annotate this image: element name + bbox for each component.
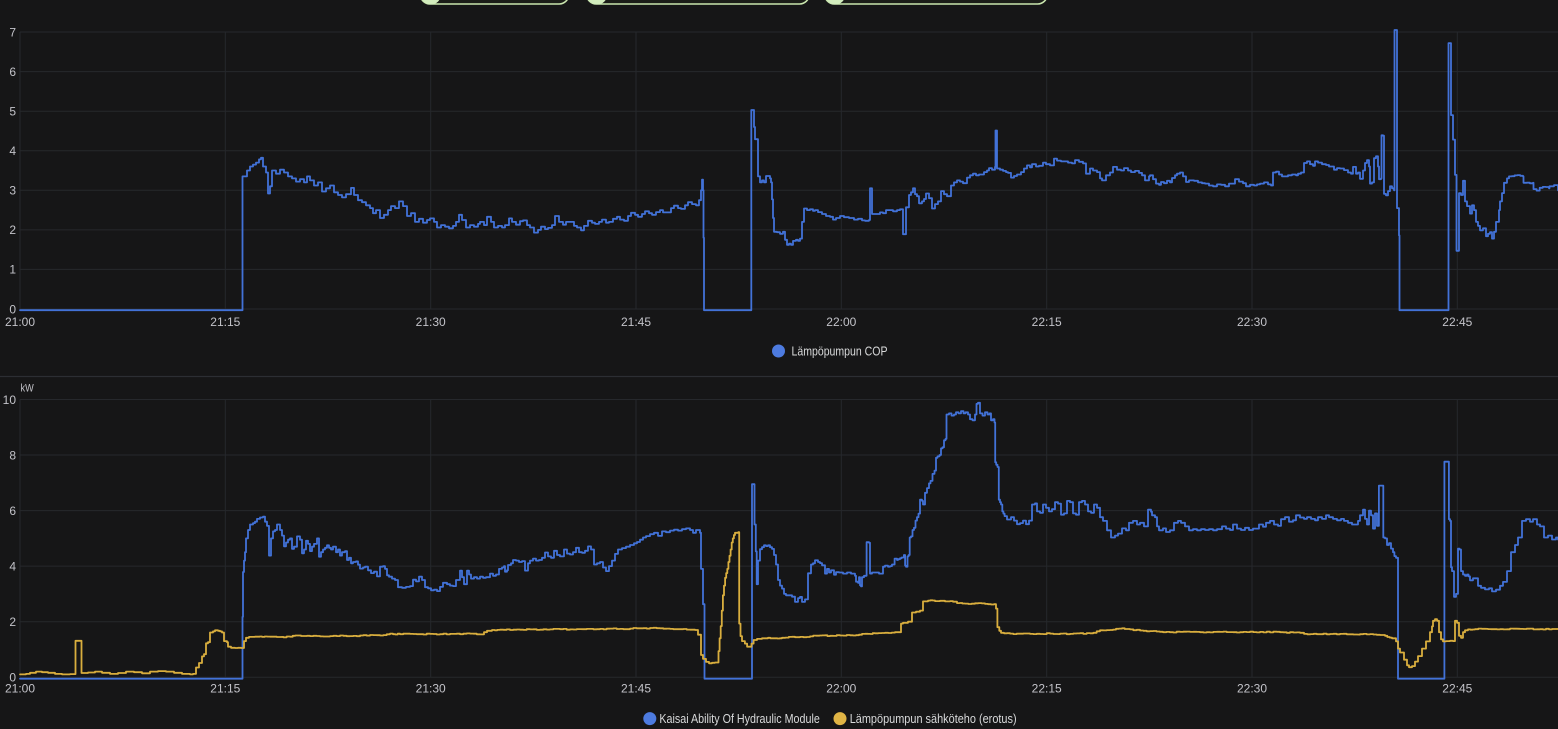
svg-text:4: 4 — [9, 559, 16, 573]
svg-text:Lämpöpumpun COP: Lämpöpumpun COP — [792, 344, 888, 359]
svg-text:Kaisai Ability Of Hydraulic Mo: Kaisai Ability Of Hydraulic Module — [659, 711, 819, 726]
svg-text:3: 3 — [9, 184, 16, 198]
svg-text:22:45: 22:45 — [1442, 315, 1472, 329]
svg-text:22:00: 22:00 — [826, 315, 856, 329]
svg-text:21:15: 21:15 — [210, 315, 240, 329]
svg-text:10: 10 — [3, 393, 17, 407]
svg-text:21:00: 21:00 — [5, 315, 35, 329]
svg-text:4: 4 — [9, 144, 16, 158]
svg-text:6: 6 — [9, 504, 16, 518]
svg-text:22:30: 22:30 — [1237, 315, 1267, 329]
svg-text:21:45: 21:45 — [621, 681, 651, 695]
svg-text:1: 1 — [9, 263, 16, 277]
svg-text:0: 0 — [9, 302, 16, 316]
svg-text:22:30: 22:30 — [1237, 681, 1267, 695]
svg-text:kW: kW — [21, 383, 35, 395]
svg-text:0: 0 — [9, 671, 16, 685]
svg-text:22:00: 22:00 — [826, 681, 856, 695]
svg-text:22:15: 22:15 — [1032, 315, 1062, 329]
svg-text:21:15: 21:15 — [210, 681, 240, 695]
svg-text:7: 7 — [9, 25, 16, 39]
svg-text:2: 2 — [9, 615, 16, 629]
svg-text:22:15: 22:15 — [1032, 681, 1062, 695]
svg-text:21:30: 21:30 — [416, 681, 446, 695]
svg-text:2: 2 — [9, 223, 16, 237]
svg-text:6: 6 — [9, 65, 16, 79]
svg-text:22:45: 22:45 — [1442, 681, 1472, 695]
svg-text:5: 5 — [9, 105, 16, 119]
svg-text:21:30: 21:30 — [416, 315, 446, 329]
svg-text:Lämpöpumpun sähköteho (erotus): Lämpöpumpun sähköteho (erotus) — [850, 711, 1017, 726]
svg-text:21:00: 21:00 — [5, 681, 35, 695]
svg-text:21:45: 21:45 — [621, 315, 651, 329]
svg-text:8: 8 — [9, 448, 16, 462]
